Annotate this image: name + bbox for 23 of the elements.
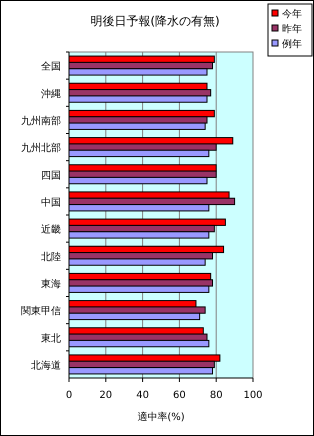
legend-label: 例年 — [282, 38, 302, 50]
y-tick-label: 四国 — [41, 170, 61, 182]
y-tick-label: 近畿 — [41, 224, 61, 236]
chart-title: 明後日予報(降水の有無) — [90, 14, 220, 28]
legend-label: 昨年 — [282, 23, 302, 35]
x-tick-label: 20 — [99, 390, 112, 401]
y-tick-label: 関東甲信 — [21, 305, 61, 318]
y-tick-label: 沖縄 — [41, 88, 61, 100]
y-tick-label: 中国 — [41, 196, 61, 208]
legend-label: 今年 — [282, 8, 302, 20]
x-tick-label: 0 — [66, 390, 72, 401]
x-axis-title: 適中率(%) — [137, 411, 185, 423]
y-tick-label: 東北 — [41, 332, 61, 344]
y-tick-label: 東海 — [41, 278, 61, 290]
y-tick-label: 九州南部 — [21, 114, 61, 127]
y-tick-label: 九州北部 — [21, 142, 61, 154]
y-tick-label: 北陸 — [41, 250, 61, 263]
x-tick-label: 80 — [210, 390, 223, 401]
y-tick-label: 北海道 — [31, 359, 61, 372]
y-tick-label: 全国 — [41, 60, 61, 73]
x-tick-label: 40 — [136, 390, 149, 401]
x-tick-label: 60 — [173, 390, 186, 401]
x-tick-label: 100 — [243, 390, 263, 401]
